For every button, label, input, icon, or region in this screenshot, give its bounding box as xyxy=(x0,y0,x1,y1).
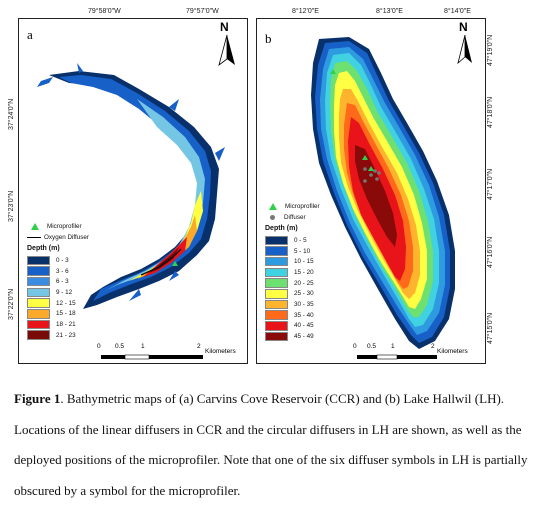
legend-swatch xyxy=(265,278,288,288)
lon-label: 8°12'0"E xyxy=(292,8,319,15)
legend-microprofiler: Microprofiler xyxy=(27,221,89,232)
scale-labels: 0 0.5 1 2 Kilometers xyxy=(353,343,468,355)
lat-label: 47°16'0"N xyxy=(487,236,494,268)
triangle-icon xyxy=(269,203,277,210)
legend-row: 40 - 45 xyxy=(265,321,320,332)
microprofiler-marker xyxy=(172,261,178,266)
lat-label: 37°22'0"N xyxy=(8,288,15,320)
legend-row: 21 - 23 xyxy=(27,330,89,341)
diffuser-markers xyxy=(363,167,381,183)
legend-row: 15 - 18 xyxy=(27,308,89,319)
microprofiler-markers xyxy=(330,69,374,171)
legend-label: 45 - 49 xyxy=(294,333,314,341)
north-label: N xyxy=(459,20,468,34)
lon-label: 8°13'0"E xyxy=(376,8,403,15)
legend-row: 6 - 3 xyxy=(27,276,89,287)
legend-row: 35 - 40 xyxy=(265,310,320,321)
scale-bar xyxy=(101,354,203,360)
caption-label: Figure 1 xyxy=(14,391,61,406)
legend-label: 25 - 30 xyxy=(294,290,314,298)
legend-label: 20 - 25 xyxy=(294,279,314,287)
legend-row: 45 - 49 xyxy=(265,331,320,342)
legend-label: 35 - 40 xyxy=(294,311,314,319)
legend-row: 0 - 5 xyxy=(265,235,320,246)
legend-row: 18 - 21 xyxy=(27,319,89,330)
lat-label: 47°19'0"N xyxy=(487,34,494,66)
legend-label: 0 - 3 xyxy=(56,256,69,264)
legend-row: 3 - 6 xyxy=(27,266,89,277)
legend-label: 12 - 15 xyxy=(56,299,76,307)
lat-label: 47°17'0"N xyxy=(487,168,494,200)
legend-row: 0 - 3 xyxy=(27,255,89,266)
legend-label: 21 - 23 xyxy=(56,331,76,339)
north-label: N xyxy=(220,20,229,34)
north-arrow-icon xyxy=(457,34,472,65)
legend-label: 15 - 18 xyxy=(56,310,76,318)
legend-label: 10 - 15 xyxy=(294,258,314,266)
legend-swatch xyxy=(27,255,50,266)
legend-swatch xyxy=(265,310,288,320)
lh-bathymetry-map xyxy=(311,34,472,360)
map-panel-b: b N Microprofiler Diffuser Depth (m) 0 -… xyxy=(256,18,486,364)
legend-swatch xyxy=(265,256,288,267)
legend-label: 9 - 12 xyxy=(56,288,73,296)
legend-swatch xyxy=(27,319,50,330)
map-panel-a: a N Microprofiler Oxygen Diffuser Depth … xyxy=(18,18,248,364)
legend-label: 3 - 6 xyxy=(56,267,69,275)
legend-microprofiler: Microprofiler xyxy=(265,201,320,212)
legend-label: 30 - 35 xyxy=(294,300,314,308)
legend-swatch xyxy=(27,276,50,287)
lon-label: 79°58'0"W xyxy=(88,8,121,15)
legend-diffuser: Diffuser xyxy=(265,212,320,223)
ccr-bathymetry-map xyxy=(37,34,235,360)
legend-label: 40 - 45 xyxy=(294,322,314,330)
legend-row: 15 - 20 xyxy=(265,267,320,278)
dot-icon xyxy=(270,215,275,220)
north-arrow-icon xyxy=(218,34,235,67)
lat-label: 37°24'0"N xyxy=(8,98,15,130)
legend-swatch xyxy=(265,321,288,331)
legend-swatch xyxy=(27,287,50,298)
panel-b-label: b xyxy=(265,31,272,46)
legend-swatch xyxy=(27,298,50,308)
legend-row: 9 - 12 xyxy=(27,287,89,298)
panel-a-label: a xyxy=(27,27,33,42)
legend-title: Depth (m) xyxy=(265,225,298,232)
legend-swatch xyxy=(265,246,288,256)
legend-title: Depth (m) xyxy=(27,245,60,252)
triangle-icon xyxy=(31,223,39,230)
lat-label: 47°18'0"N xyxy=(487,96,494,128)
line-icon xyxy=(27,236,41,239)
legend-label: 0 - 5 xyxy=(294,236,307,244)
scale-bar xyxy=(357,354,437,360)
legend-swatch xyxy=(27,330,50,340)
lat-label: 37°23'0"N xyxy=(8,190,15,222)
legend-row: 12 - 15 xyxy=(27,298,89,309)
legend-label: 5 - 10 xyxy=(294,247,311,255)
legend-label: 15 - 20 xyxy=(294,268,314,276)
legend-swatch xyxy=(265,267,288,278)
legend-row: 20 - 25 xyxy=(265,278,320,289)
legend-row: 10 - 15 xyxy=(265,256,320,267)
legend-swatch xyxy=(27,266,50,276)
legend-swatch xyxy=(265,331,288,342)
caption-text: . Bathymetric maps of (a) Carvins Cove R… xyxy=(14,391,528,498)
figure-caption: Figure 1. Bathymetric maps of (a) Carvin… xyxy=(14,384,540,506)
legend-swatch xyxy=(265,299,288,310)
legend-row: 5 - 10 xyxy=(265,246,320,257)
lon-label: 8°14'0"E xyxy=(444,8,471,15)
legend-oxygen-diffuser: Oxygen Diffuser xyxy=(27,232,89,243)
panel-a-legend: Microprofiler Oxygen Diffuser Depth (m) … xyxy=(27,221,89,341)
legend-swatch xyxy=(265,289,288,299)
lat-label: 47°15'0"N xyxy=(487,312,494,344)
legend-label: 18 - 21 xyxy=(56,320,76,328)
legend-row: 25 - 30 xyxy=(265,288,320,299)
legend-row: 30 - 35 xyxy=(265,299,320,310)
legend-label: 6 - 3 xyxy=(56,278,69,286)
panel-b-legend: Microprofiler Diffuser Depth (m) 0 - 5 5 … xyxy=(265,201,320,342)
legend-swatch xyxy=(265,235,288,246)
lon-label: 79°57'0"W xyxy=(186,8,219,15)
scale-labels: 0 0.5 1 2 Kilometers xyxy=(97,343,236,355)
legend-swatch xyxy=(27,309,50,319)
